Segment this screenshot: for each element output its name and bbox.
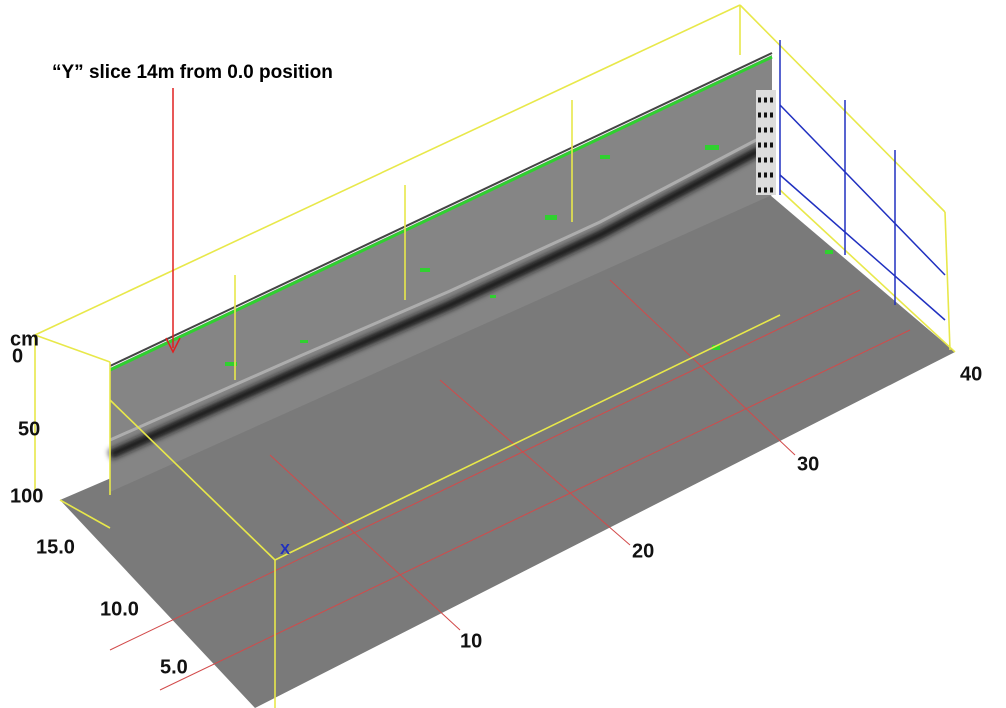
x-label: 40 [960,363,982,385]
annotation: “Y” slice 14m from 0.0 position [52,62,333,83]
depth-label: 50 [18,418,40,440]
x-label: 30 [797,453,819,475]
depth-label: 0 [12,345,23,367]
depth-label: 100 [10,485,43,507]
axis-marker: X [280,541,290,558]
y-label: 10.0 [100,598,139,620]
x-label: 10 [460,630,482,652]
end-slice-texture [758,100,774,190]
x-label: 20 [632,540,654,562]
gpr-view: “Y” slice 14m from 0.0 position cm 0 50 … [0,0,1006,708]
y-label: 5.0 [160,656,188,678]
y-label: 15.0 [36,536,75,558]
